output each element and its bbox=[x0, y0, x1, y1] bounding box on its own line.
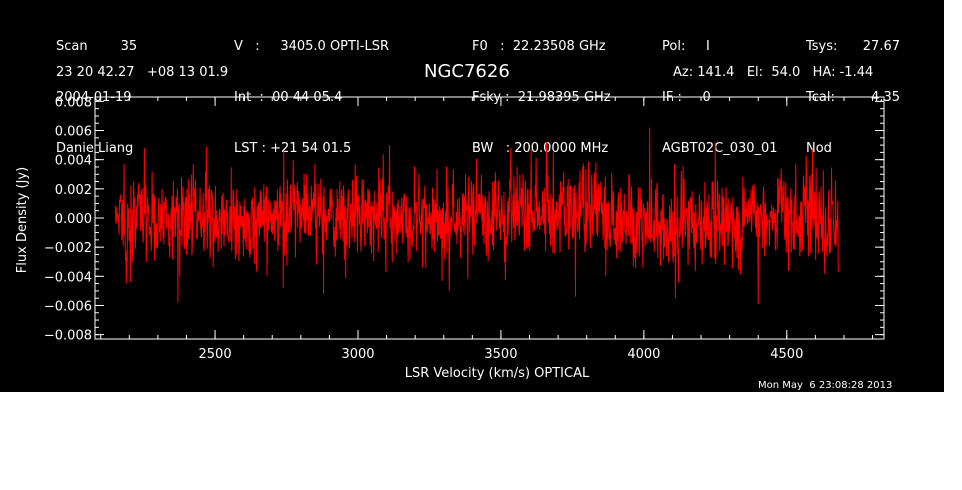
y-tick-label: −0.006 bbox=[44, 299, 92, 314]
spectrum-series bbox=[114, 127, 839, 305]
observer-label: Danie Liang bbox=[56, 141, 134, 156]
tsys-label: Tsys: bbox=[806, 39, 838, 54]
coords-label: 23 20 42.27 +08 13 01.9 bbox=[56, 65, 229, 80]
y-tick-label: 0.000 bbox=[55, 212, 92, 227]
y-tick-label: 0.008 bbox=[55, 95, 92, 110]
y-tick-label: −0.008 bbox=[44, 329, 92, 344]
y-tick-label: 0.004 bbox=[55, 154, 92, 169]
date-label: 2004-01-19 bbox=[56, 90, 132, 105]
timestamp-label: Mon May 6 23:08:28 2013 bbox=[758, 380, 893, 391]
y-tick-label: −0.002 bbox=[44, 241, 92, 256]
scan-label: Scan 35 bbox=[56, 39, 138, 54]
f0-label: F0 : 22.23508 GHz bbox=[472, 39, 606, 54]
y-tick-label: 0.006 bbox=[55, 125, 92, 140]
header-col3: F0 : 22.23508 GHz Fsky : 21.98395 GHz BW… bbox=[472, 4, 611, 191]
object-title: NGC7626 bbox=[424, 61, 510, 82]
header-col1: Scan 35 2004-01-19 Danie Liang bbox=[56, 4, 137, 191]
x-tick-label: 3000 bbox=[341, 347, 374, 362]
x-tick-label: 2500 bbox=[199, 347, 232, 362]
axis-ticks: 2500 3000 3500 4000 4500 0.008 0.006 0.004 0.002… bbox=[44, 95, 884, 362]
lst-label: LST : +21 54 01.5 bbox=[234, 141, 352, 156]
plot-panel: Scan 35 2004-01-19 Danie Liang V : 3405.… bbox=[0, 0, 944, 392]
x-tick-label: 3500 bbox=[484, 347, 517, 362]
tsys-value: 27.67 bbox=[862, 39, 900, 54]
x-tick-label: 4000 bbox=[627, 347, 660, 362]
x-tick-label: 4500 bbox=[770, 347, 803, 362]
spectrum-line bbox=[114, 127, 839, 305]
x-axis-label: LSR Velocity (km/s) OPTICAL bbox=[405, 366, 590, 381]
velocity-label: V : 3405.0 OPTI-LSR bbox=[234, 39, 390, 54]
y-tick-label: −0.004 bbox=[44, 270, 92, 285]
pointing-label: Az: 141.4 El: 54.0 HA: -1.44 bbox=[673, 65, 874, 80]
header-col5: Tsys: Tcal: Nod bbox=[806, 4, 837, 191]
y-axis-label: Flux Density (Jy) bbox=[15, 167, 30, 273]
spectrum-chart: 2500 3000 3500 4000 4500 0.008 0.006 0.004 0.002… bbox=[15, 95, 885, 381]
y-tick-label: 0.002 bbox=[55, 183, 92, 198]
project-label: AGBT02C_030_01 bbox=[662, 141, 778, 156]
bw-label: BW : 200.0000 MHz bbox=[472, 141, 609, 156]
pol-label: Pol: I bbox=[662, 39, 710, 54]
